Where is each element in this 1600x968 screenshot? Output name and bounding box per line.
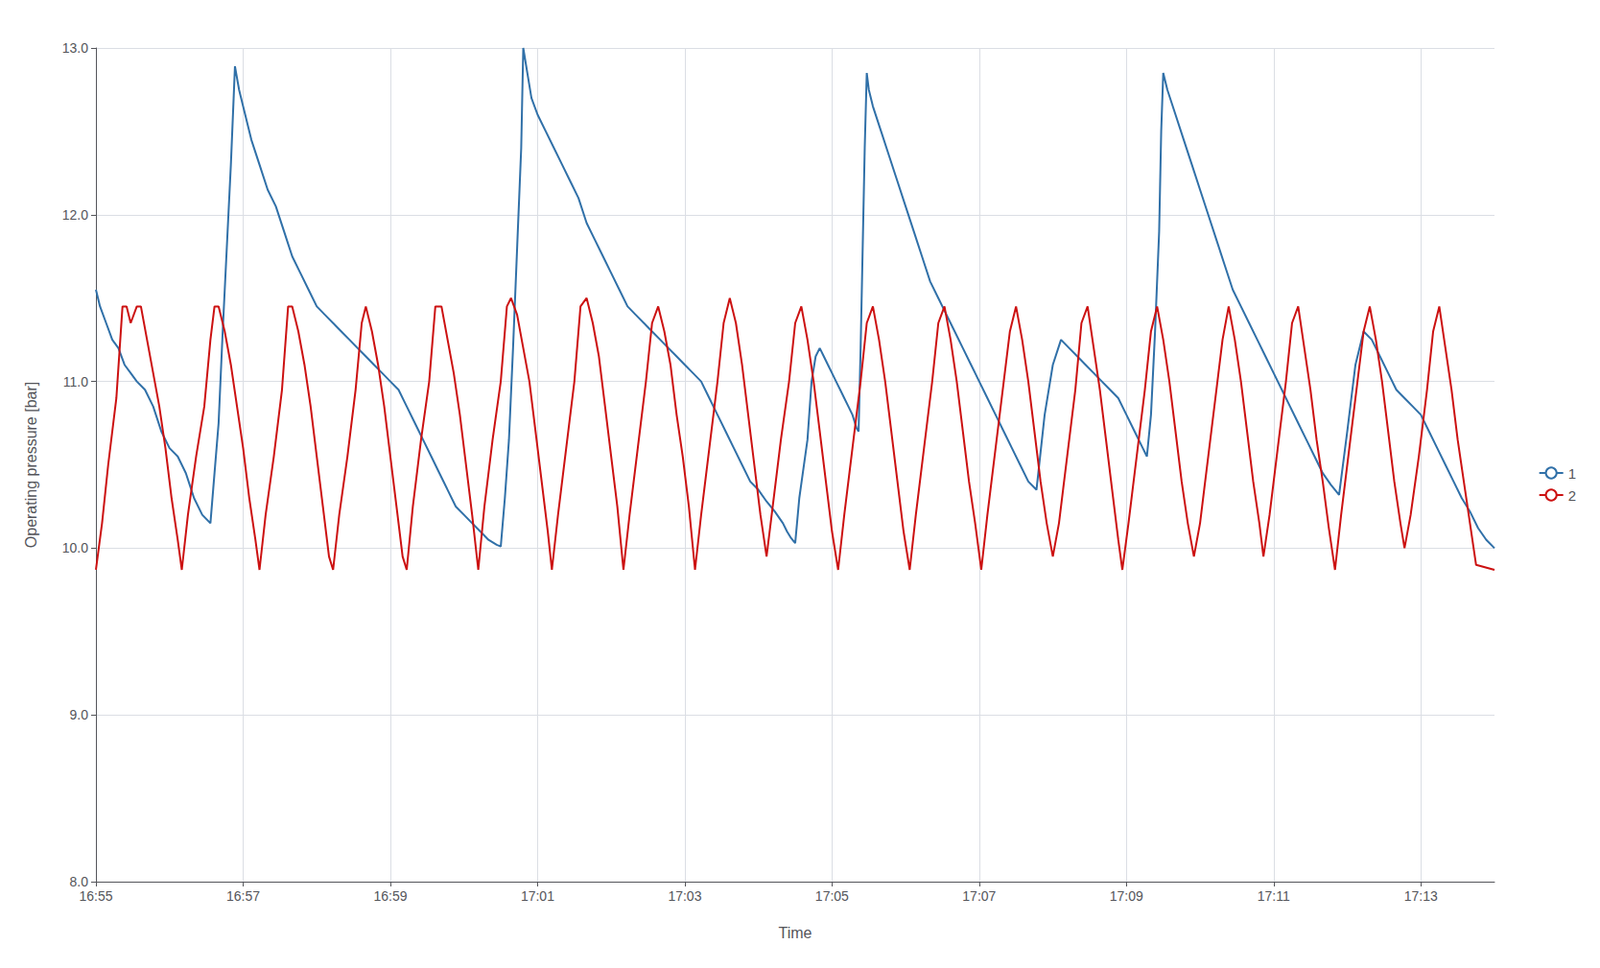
svg-text:16:59: 16:59 bbox=[373, 888, 407, 904]
svg-text:Time: Time bbox=[778, 924, 813, 942]
svg-text:17:13: 17:13 bbox=[1404, 888, 1438, 904]
svg-text:17:01: 17:01 bbox=[520, 888, 555, 904]
svg-text:8.0: 8.0 bbox=[70, 873, 90, 890]
svg-text:11.0: 11.0 bbox=[63, 374, 89, 390]
svg-text:17:11: 17:11 bbox=[1257, 888, 1291, 904]
svg-text:16:57: 16:57 bbox=[226, 888, 260, 904]
svg-text:12.0: 12.0 bbox=[62, 207, 89, 223]
svg-text:17:07: 17:07 bbox=[962, 888, 996, 904]
svg-text:1: 1 bbox=[1568, 465, 1577, 482]
svg-text:9.0: 9.0 bbox=[70, 706, 90, 723]
svg-text:13.0: 13.0 bbox=[62, 40, 89, 56]
svg-text:17:05: 17:05 bbox=[815, 888, 849, 904]
svg-text:17:03: 17:03 bbox=[667, 888, 702, 904]
svg-text:16:55: 16:55 bbox=[78, 888, 113, 904]
svg-text:17:09: 17:09 bbox=[1109, 888, 1144, 904]
svg-text:10.0: 10.0 bbox=[62, 540, 89, 556]
svg-text:2: 2 bbox=[1568, 487, 1577, 504]
svg-text:Operating pressure [bar]: Operating pressure [bar] bbox=[23, 381, 40, 548]
